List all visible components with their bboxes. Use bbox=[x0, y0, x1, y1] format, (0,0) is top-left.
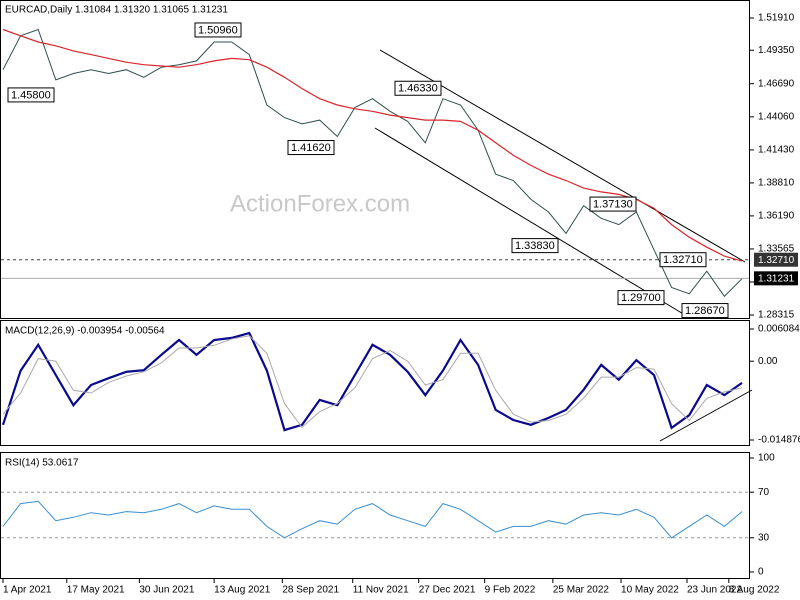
price-box-label: 1.32710 bbox=[758, 255, 795, 266]
annotation-label: 1.32710 bbox=[663, 254, 703, 266]
channel-line bbox=[374, 127, 691, 319]
y-tick-label: 1.38810 bbox=[758, 178, 795, 189]
annotation-box bbox=[589, 196, 637, 212]
x-tick-label: 8 Aug 2022 bbox=[729, 585, 780, 596]
y-tick-label: 1.28315 bbox=[758, 310, 795, 321]
annotation-label: 1.37130 bbox=[593, 198, 633, 210]
annotation-label: 1.33830 bbox=[515, 240, 555, 252]
macd-panel bbox=[0, 320, 750, 446]
y-tick-label: 70 bbox=[758, 487, 770, 498]
annotation-box bbox=[7, 87, 55, 103]
y-tick-label: 1.51910 bbox=[758, 13, 795, 24]
y-tick-label: 100 bbox=[758, 453, 775, 464]
series-line bbox=[1, 331, 743, 432]
annotation-box bbox=[659, 252, 707, 268]
y-tick-label: 1.36190 bbox=[758, 211, 795, 222]
annotation-label: 1.41620 bbox=[291, 142, 331, 154]
y-tick-label: 0 bbox=[758, 567, 764, 578]
annotation-box bbox=[287, 140, 335, 156]
y-tick-label: 1.41430 bbox=[758, 145, 795, 156]
annotation-label: 1.50960 bbox=[198, 24, 238, 36]
y-tick-label: 0.00 bbox=[758, 356, 778, 367]
price-panel bbox=[0, 0, 750, 319]
y-tick-label: 30 bbox=[758, 532, 770, 543]
y-tick-label: 1.44060 bbox=[758, 111, 795, 122]
x-tick-label: 27 Dec 2021 bbox=[419, 585, 476, 596]
annotation-box bbox=[511, 238, 559, 254]
annotation-label: 1.29700 bbox=[621, 292, 661, 304]
x-tick-label: 1 Apr 2021 bbox=[3, 585, 52, 596]
y-tick-label: 0.006084 bbox=[758, 324, 800, 335]
watermark: ActionForex.com bbox=[230, 190, 410, 217]
series-line bbox=[2, 28, 743, 298]
annotation-label: 1.28670 bbox=[685, 305, 725, 317]
x-tick-label: 9 Feb 2022 bbox=[485, 585, 536, 596]
annotation-box bbox=[681, 303, 729, 319]
rsi-panel bbox=[0, 452, 750, 579]
price-box-label: 1.31231 bbox=[758, 273, 795, 284]
series-line bbox=[2, 500, 743, 539]
x-tick-label: 10 May 2022 bbox=[621, 585, 679, 596]
panel-title: EURCAD,Daily 1.31084 1.31320 1.31065 1.3… bbox=[5, 5, 228, 16]
x-tick-label: 11 Nov 2021 bbox=[353, 585, 409, 596]
y-tick-label: 1.33565 bbox=[758, 244, 795, 255]
y-tick-label: 1.49350 bbox=[758, 45, 795, 56]
price-box bbox=[754, 252, 798, 267]
annotation-box bbox=[617, 290, 665, 306]
x-tick-label: 25 Mar 2022 bbox=[553, 585, 610, 596]
y-tick-label: 1.46690 bbox=[758, 78, 795, 89]
x-tick-label: 30 Jun 2021 bbox=[139, 585, 194, 596]
x-tick-label: 23 Jun 2022 bbox=[687, 585, 742, 596]
panel-title: MACD(12,26,9) -0.003954 -0.00564 bbox=[5, 326, 165, 337]
annotation-box bbox=[194, 22, 242, 38]
panel-title: RSI(14) 53.0617 bbox=[5, 458, 79, 469]
price-box bbox=[754, 271, 798, 286]
annotation-label: 1.45800 bbox=[11, 89, 51, 101]
x-tick-label: 13 Aug 2021 bbox=[214, 585, 271, 596]
trend-line bbox=[659, 389, 753, 442]
series-line bbox=[2, 335, 743, 429]
y-tick-label: -0.014876 bbox=[758, 435, 800, 446]
annotation-label: 1.46330 bbox=[398, 83, 438, 95]
series-line bbox=[2, 28, 743, 262]
x-tick-label: 28 Sep 2021 bbox=[282, 585, 339, 596]
x-tick-label: 17 May 2021 bbox=[67, 585, 125, 596]
annotation-box bbox=[394, 80, 442, 96]
